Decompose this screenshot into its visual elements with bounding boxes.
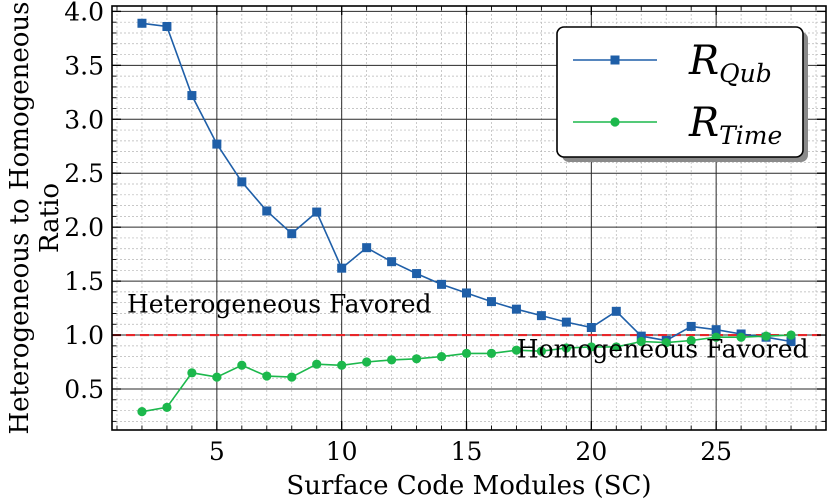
data-point-circle [187, 368, 197, 378]
legend-marker-square [610, 55, 620, 65]
legend-label-main: R [688, 38, 719, 84]
data-point-circle [287, 372, 297, 382]
data-point-square [412, 269, 422, 279]
data-point-square [287, 229, 297, 239]
data-point-circle [237, 360, 247, 370]
data-point-circle [661, 338, 671, 348]
y-axis-label-line: Ratio [35, 183, 65, 253]
data-point-circle [362, 357, 372, 367]
x-tick-label: 25 [700, 437, 732, 466]
legend-label-subscript: Time [719, 121, 782, 150]
data-point-circle [486, 348, 497, 358]
y-tick-label: 1.5 [64, 267, 104, 296]
data-point-square [337, 263, 347, 273]
data-point-square [162, 21, 172, 31]
data-point-square [212, 139, 222, 149]
data-point-square [137, 18, 147, 28]
data-point-circle [262, 371, 272, 381]
annotation-layer: Heterogeneous Favored Homogeneous Favored [127, 289, 809, 363]
data-point-square [561, 317, 571, 327]
data-point-circle [736, 332, 746, 342]
y-tick-label: 2.0 [64, 213, 104, 242]
data-point-circle [436, 352, 447, 362]
series-R_Time [137, 330, 796, 417]
data-point-square [536, 311, 546, 321]
data-point-square [786, 337, 796, 347]
x-tick-label: 20 [575, 437, 607, 466]
data-point-square [187, 91, 197, 101]
data-point-circle [337, 360, 347, 370]
data-point-square [312, 207, 322, 217]
data-point-square [387, 257, 397, 267]
data-point-square [686, 321, 696, 331]
data-point-circle [611, 342, 621, 352]
data-point-square [362, 243, 372, 253]
data-point-circle [387, 355, 397, 365]
data-point-square [486, 297, 496, 307]
data-point-circle [561, 343, 571, 353]
legend-label: RQub [688, 38, 772, 88]
data-point-circle [786, 330, 796, 340]
data-point-circle [636, 336, 646, 347]
data-point-circle [461, 348, 472, 358]
series-R_Qub [137, 18, 796, 347]
legend-label: RTime [688, 100, 782, 150]
y-tick-label: 0.5 [64, 375, 104, 404]
data-point-circle [212, 372, 222, 382]
legend-label-subscript: Qub [719, 59, 772, 88]
series-layer [137, 18, 796, 417]
legend-marker-circle [610, 117, 620, 127]
tick-labels: 5 10 15 20 25 0.5 1.0 1.5 2.0 2.5 3.0 3.5 4.0 [64, 0, 732, 466]
data-point-square [611, 306, 621, 316]
y-tick-label: 4.0 [64, 0, 104, 26]
data-point-circle [536, 346, 546, 356]
data-point-circle [137, 407, 147, 417]
y-axis-label-line: Heterogeneous to Homogeneous [5, 1, 35, 434]
y-axis-label: Heterogeneous to HomogeneousRatio [5, 1, 65, 434]
legend-label-main: R [688, 100, 719, 146]
data-point-circle [411, 354, 422, 364]
axis-labels: Surface Code Modules (SC) Heterogeneous t… [5, 1, 652, 501]
data-point-circle [711, 332, 721, 342]
plot-frame [111, 5, 827, 431]
data-point-square [511, 304, 521, 314]
y-tick-label: 3.5 [64, 51, 104, 80]
data-point-square [711, 325, 721, 335]
data-point-square [262, 206, 272, 216]
y-tick-label: 3.0 [64, 105, 104, 134]
y-tick-label: 1.0 [64, 321, 104, 350]
data-point-circle [586, 342, 596, 352]
legend-entry-R_Time: RTime [573, 100, 782, 150]
data-point-circle [511, 345, 522, 355]
y-tick-label: 2.5 [64, 159, 104, 188]
data-point-circle [686, 335, 696, 346]
data-point-circle [162, 402, 172, 412]
x-axis-label: Surface Code Modules (SC) [286, 471, 651, 501]
data-point-square [636, 331, 646, 341]
x-tick-label: 5 [209, 437, 225, 466]
data-point-square [462, 288, 472, 298]
data-point-square [237, 177, 247, 187]
data-point-circle [312, 359, 322, 369]
data-point-square [586, 323, 596, 333]
x-tick-label: 15 [451, 437, 483, 466]
legend-entry-R_Qub: RQub [573, 38, 772, 88]
annotation-text: Heterogeneous Favored [127, 289, 432, 318]
data-point-square [437, 279, 447, 289]
annotation-text: Homogeneous Favored [517, 335, 809, 364]
x-tick-label: 10 [326, 437, 358, 466]
data-point-circle [761, 331, 771, 341]
